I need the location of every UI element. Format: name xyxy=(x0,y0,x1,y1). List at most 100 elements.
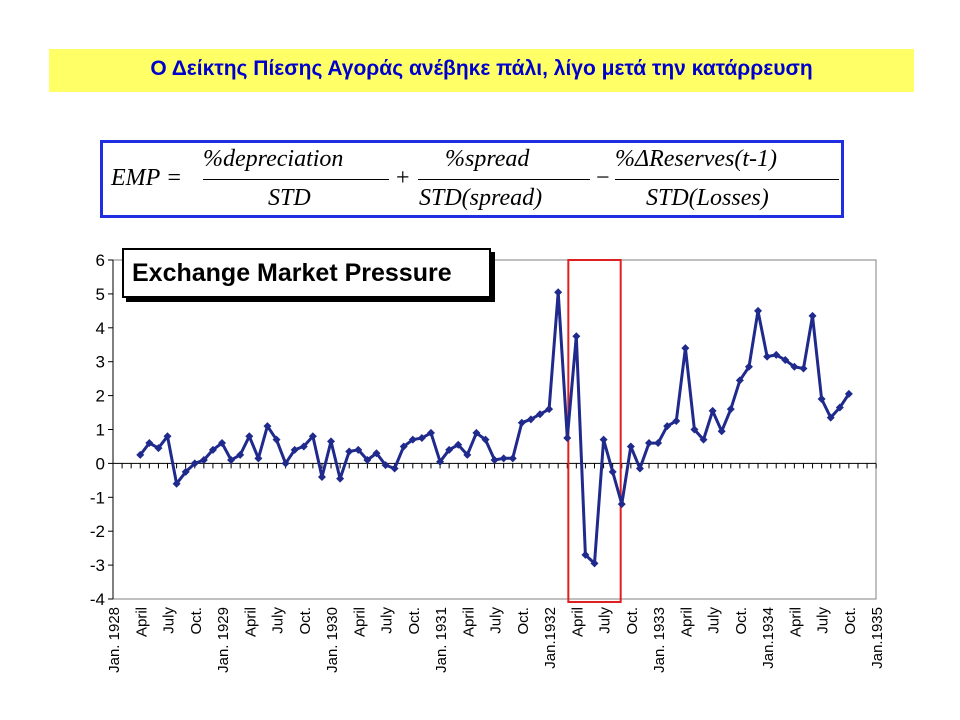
x-tick-label: Jan. 1929 xyxy=(215,607,232,673)
x-tick-label: Jan.1932 xyxy=(542,607,559,669)
data-point xyxy=(136,450,145,459)
formula-term1-denominator: STD xyxy=(268,185,311,211)
x-tick-label: Jan. 1928 xyxy=(106,607,123,673)
data-point xyxy=(436,457,445,466)
data-point xyxy=(717,427,726,436)
data-point xyxy=(663,422,672,431)
data-point xyxy=(599,435,608,444)
data-point xyxy=(744,362,753,371)
y-tick-label: 6 xyxy=(96,251,105,270)
title-banner: Ο Δείκτης Πίεσης Αγοράς ανέβηκε πάλι, λί… xyxy=(49,49,914,92)
chart-legend: Exchange Market Pressure xyxy=(122,248,491,298)
data-point xyxy=(708,406,717,415)
x-tick-label: Jan.1935 xyxy=(869,607,886,669)
data-point xyxy=(363,456,372,465)
formula-term3-bar xyxy=(615,179,839,180)
data-point xyxy=(245,432,254,441)
data-point xyxy=(554,288,563,297)
data-point xyxy=(617,500,626,509)
data-point xyxy=(826,413,835,422)
data-point xyxy=(327,437,336,446)
data-point xyxy=(690,425,699,434)
data-point xyxy=(381,461,390,470)
data-point xyxy=(817,394,826,403)
y-tick-label: -1 xyxy=(90,488,105,507)
data-point xyxy=(581,550,590,559)
data-point xyxy=(545,405,554,414)
y-tick-label: -4 xyxy=(90,590,105,609)
data-point xyxy=(681,344,690,353)
formula-term2-bar xyxy=(418,179,590,180)
data-point xyxy=(181,467,190,476)
data-point xyxy=(735,376,744,385)
data-point xyxy=(336,474,345,483)
formula-term1-numerator: %depreciation xyxy=(203,146,344,172)
x-tick-label: April xyxy=(569,607,586,637)
x-tick-label: April xyxy=(133,607,150,637)
data-point xyxy=(290,445,299,454)
x-tick-label: April xyxy=(242,607,259,637)
data-point xyxy=(481,435,490,444)
x-tick-label: Oct. xyxy=(733,607,750,635)
data-point xyxy=(236,450,245,459)
x-tick-label: Oct. xyxy=(188,607,205,635)
data-point xyxy=(635,464,644,473)
x-tick-label: Oct. xyxy=(406,607,423,635)
formula-term2-denominator: STD(spread) xyxy=(419,185,543,211)
x-tick-label: Oct. xyxy=(515,607,532,635)
y-tick-label: 2 xyxy=(96,387,105,406)
emp-formula: EMP = %depreciation STD + %spread STD(sp… xyxy=(100,140,844,218)
x-tick-label: July xyxy=(161,607,178,634)
data-point xyxy=(835,403,844,412)
data-point xyxy=(372,449,381,458)
x-tick-label: April xyxy=(460,607,477,637)
y-tick-label: -2 xyxy=(90,522,105,541)
data-point xyxy=(154,444,163,453)
data-point xyxy=(454,440,463,449)
data-point xyxy=(399,442,408,451)
x-tick-label: Oct. xyxy=(297,607,314,635)
data-point xyxy=(572,332,581,341)
x-tick-label: Jan. 1933 xyxy=(651,607,668,673)
formula-plus: + xyxy=(396,165,410,191)
data-point xyxy=(354,445,363,454)
data-point xyxy=(463,450,472,459)
data-point xyxy=(390,464,399,473)
data-point xyxy=(227,456,236,465)
data-point xyxy=(218,439,227,448)
x-tick-label: Jan. 1930 xyxy=(324,607,341,673)
data-point xyxy=(317,472,326,481)
x-tick-label: July xyxy=(815,607,832,634)
data-point xyxy=(308,432,317,441)
data-point xyxy=(626,442,635,451)
formula-term3-numerator: %ΔReserves(t-1) xyxy=(615,146,778,172)
data-point xyxy=(254,454,263,463)
y-tick-label: 0 xyxy=(96,454,105,473)
x-tick-label: July xyxy=(379,607,396,634)
x-tick-label: Oct. xyxy=(624,607,641,635)
data-point xyxy=(445,445,454,454)
data-point xyxy=(844,389,853,398)
data-point xyxy=(163,432,172,441)
data-point xyxy=(408,435,417,444)
data-point xyxy=(208,445,217,454)
formula-term2-numerator: %spread xyxy=(445,146,530,172)
y-tick-label: 4 xyxy=(96,319,105,338)
data-point xyxy=(263,422,272,431)
x-tick-label: July xyxy=(706,607,723,634)
data-point xyxy=(699,435,708,444)
data-point xyxy=(672,417,681,426)
x-tick-label: July xyxy=(488,607,505,634)
data-point xyxy=(272,435,281,444)
data-point xyxy=(526,415,535,424)
data-point xyxy=(426,428,435,437)
data-point xyxy=(535,410,544,419)
x-tick-label: Jan.1934 xyxy=(760,607,777,669)
y-tick-label: -3 xyxy=(90,556,105,575)
page-title: Ο Δείκτης Πίεσης Αγοράς ανέβηκε πάλι, λί… xyxy=(150,57,813,80)
data-point xyxy=(190,459,199,468)
data-point xyxy=(563,433,572,442)
series-line xyxy=(139,290,851,565)
y-tick-label: 3 xyxy=(96,353,105,372)
